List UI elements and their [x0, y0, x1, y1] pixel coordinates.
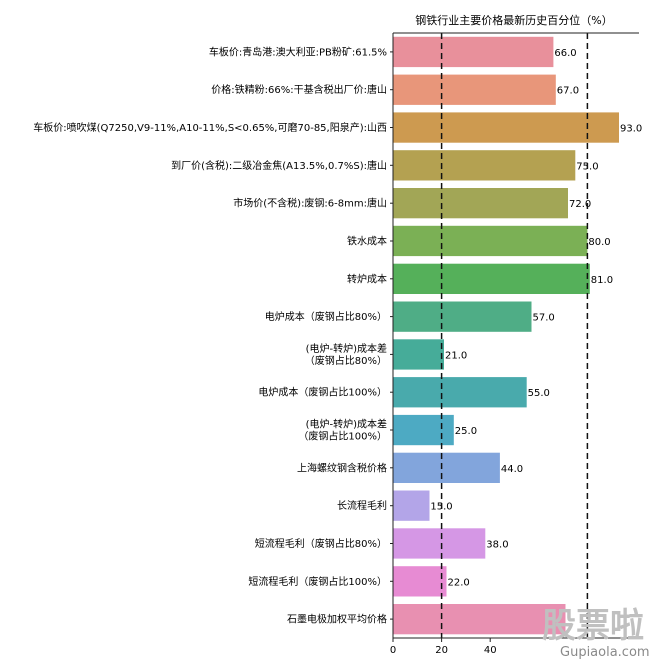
category-label-4: 到厂价(含税):二级冶金焦(A13.5%,0.7%S):唐山 [171, 159, 387, 172]
axes: 0 20 40 [390, 32, 639, 656]
x-tick-label-3: 40 [484, 645, 497, 656]
bar-1 [393, 36, 554, 68]
reference-lines [440, 33, 589, 638]
bar-4 [393, 150, 576, 181]
data-label-2: 67.0 [557, 86, 579, 97]
data-label-12: 44.0 [501, 464, 523, 475]
category-label-3: 车板价:喷吹煤(Q7250,V9-11%,A10-11%,S<0.65%,可磨7… [33, 121, 387, 134]
category-label-10: 电炉成本（废钢占比100%） [258, 386, 387, 399]
category-label-12: 上海螺纹钢含税价格 [297, 461, 387, 474]
chart-title: 钢铁行业主要价格最新历史百分位（%） [415, 13, 612, 27]
category-label-2: 价格:铁精粉:66%:干基含税出厂价:唐山 [211, 83, 387, 96]
bar-2 [393, 74, 556, 105]
category-label-15: 短流程毛利（废钢占比100%） [248, 575, 387, 588]
x-tick-label-2: 20 [435, 645, 448, 656]
category-label-9-line-2: （废钢占比80%） [305, 354, 387, 367]
bar-16 [393, 604, 566, 635]
category-label-5: 市场价(不含税):废钢:6-8mm:唐山 [233, 197, 387, 210]
category-label-9-line-1: (电炉-转炉)成本差 [306, 342, 387, 355]
bar-13 [393, 490, 430, 521]
data-label-1: 66.0 [554, 48, 576, 59]
watermark-brand: 股票啦 [542, 606, 644, 646]
data-label-11: 25.0 [455, 426, 477, 437]
data-label-10: 55.0 [528, 388, 550, 399]
bar-5 [393, 188, 568, 219]
bar-7 [393, 263, 590, 294]
bar-11 [393, 414, 454, 446]
category-label-1: 车板价:青岛港:澳大利亚:PB粉矿:61.5% [209, 45, 387, 58]
watermark-url: Gupiaola.com [560, 645, 650, 660]
bar-8 [393, 301, 532, 332]
data-label-9: 21.0 [445, 350, 467, 361]
bar-6 [393, 225, 588, 257]
data-label-5: 72.0 [569, 199, 591, 210]
x-tick-label-1: 0 [390, 645, 396, 656]
bar-14 [393, 528, 486, 559]
category-label-11-line-2: （废钢占比100%） [298, 430, 387, 443]
bar-10 [393, 377, 527, 408]
bar-3 [393, 112, 619, 143]
bar-15 [393, 566, 447, 597]
category-label-14: 短流程毛利（废钢占比80%） [255, 537, 387, 550]
bar-9 [393, 339, 444, 370]
category-label-8: 电炉成本（废钢占比80%） [265, 310, 387, 323]
category-label-11-line-1: (电炉-转炉)成本差 [306, 418, 387, 431]
data-label-3: 93.0 [620, 124, 642, 135]
category-label-16: 石墨电极加权平均价格 [287, 613, 387, 626]
bars: 66.0 车板价:青岛港:澳大利亚:PB粉矿:61.5% 67.0 价格:铁精粉:66… [33, 36, 642, 635]
bar-12 [393, 452, 500, 483]
watermark: 股票啦 Gupiaola.com [542, 606, 650, 660]
data-label-6: 80.0 [588, 237, 610, 248]
data-label-8: 57.0 [533, 313, 555, 324]
category-label-6: 铁水成本 [347, 235, 387, 248]
data-label-14: 38.0 [486, 540, 508, 551]
data-label-15: 22.0 [448, 577, 470, 588]
data-label-7: 81.0 [591, 275, 613, 286]
category-label-13: 长流程毛利 [337, 499, 387, 512]
category-label-7: 转炉成本 [347, 272, 387, 285]
